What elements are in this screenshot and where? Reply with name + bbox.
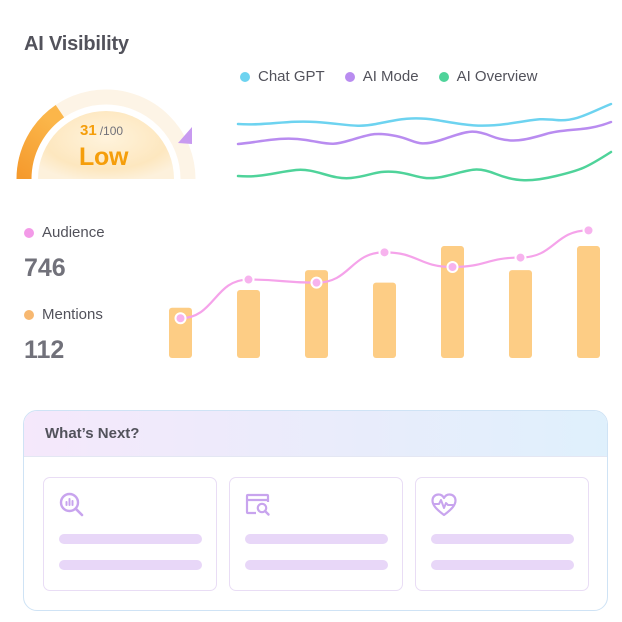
audience-point xyxy=(446,260,459,273)
search-analytics-icon xyxy=(59,492,84,517)
audience-point xyxy=(174,312,187,325)
mentions-label: Mentions xyxy=(24,306,103,323)
mentions-bar xyxy=(237,290,260,358)
next-card-browser[interactable] xyxy=(229,477,403,591)
legend-item-ai-overview: AI Overview xyxy=(438,68,537,85)
audience-mentions-chart xyxy=(169,224,600,358)
next-card-analytics[interactable] xyxy=(43,477,217,591)
browser-search-icon xyxy=(245,493,270,516)
series-line-ai-overview xyxy=(236,150,613,182)
audience-point xyxy=(514,251,527,264)
mentions-bar xyxy=(509,270,532,358)
audience-dot-icon xyxy=(24,227,34,238)
gauge-inner xyxy=(38,111,174,179)
legend-item-ai-mode: AI Mode xyxy=(344,68,419,85)
next-card-health[interactable] xyxy=(415,477,589,591)
audience-point xyxy=(242,273,255,286)
legend-dot-icon xyxy=(438,71,449,82)
audience-value: 746 xyxy=(24,254,66,282)
card-placeholder-line xyxy=(59,534,202,544)
audience-point xyxy=(378,246,391,259)
mentions-value: 112 xyxy=(24,336,65,364)
audience-point xyxy=(310,276,323,289)
legend-dot-icon xyxy=(240,71,250,82)
whats-next-title: What’s Next? xyxy=(45,425,140,442)
heart-pulse-icon xyxy=(431,493,457,517)
next-cards xyxy=(43,477,589,591)
mentions-bar xyxy=(305,270,328,358)
mentions-bar xyxy=(373,282,396,358)
gauge-score: 31/100 xyxy=(80,122,124,139)
page-title: AI Visibility xyxy=(24,33,129,55)
visibility-gauge xyxy=(16,89,196,180)
mentions-bar xyxy=(441,246,464,358)
legend-dot-icon xyxy=(344,71,355,82)
mentions-dot-icon xyxy=(24,309,34,320)
trend-lines-chart xyxy=(236,102,613,182)
card-placeholder-line xyxy=(245,534,388,544)
mentions-bar xyxy=(577,246,600,358)
gauge-marker xyxy=(178,127,192,144)
series-line-ai-mode xyxy=(236,120,613,146)
gauge-fill xyxy=(16,104,65,180)
card-placeholder-line xyxy=(59,560,202,570)
card-placeholder-line xyxy=(431,534,574,544)
legend-item-chat-gpt: Chat GPT xyxy=(240,68,325,85)
trend-legend: Chat GPT AI Mode AI Overview xyxy=(240,68,537,85)
whats-next-header: What’s Next? xyxy=(24,411,607,457)
audience-point xyxy=(582,224,595,237)
series-line-chat-gpt xyxy=(236,102,613,127)
audience-label: Audience xyxy=(24,224,105,241)
card-placeholder-line xyxy=(245,560,388,570)
card-placeholder-line xyxy=(431,560,574,570)
gauge-level: Low xyxy=(79,143,129,171)
mentions-bar xyxy=(169,307,192,358)
whats-next-panel: What’s Next? xyxy=(23,410,608,611)
